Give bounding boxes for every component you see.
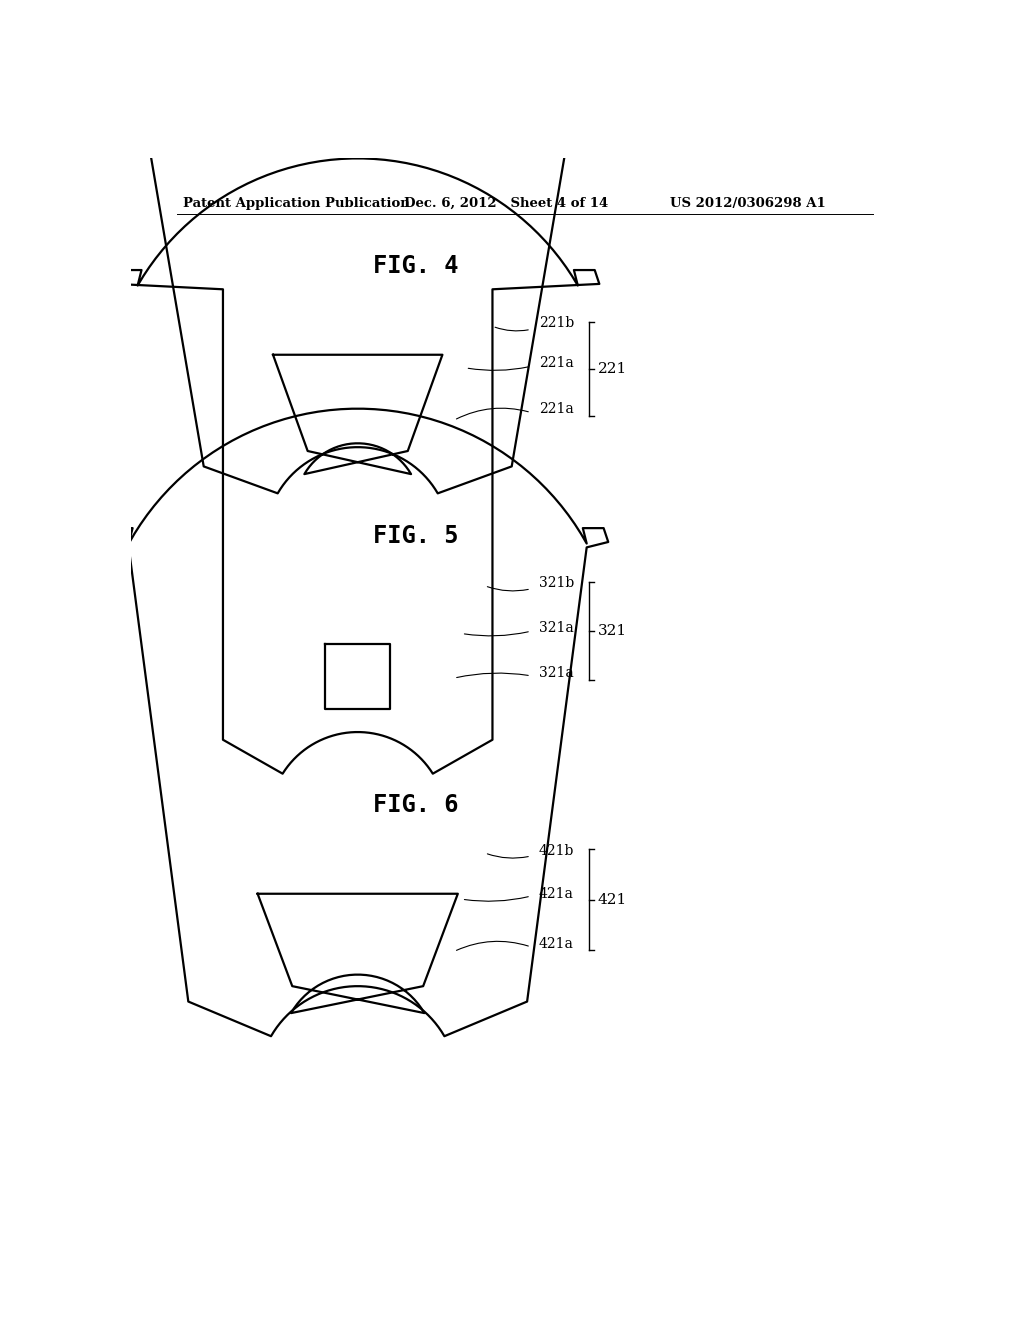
Text: 421: 421	[598, 892, 627, 907]
Text: FIG. 6: FIG. 6	[373, 793, 458, 817]
Text: US 2012/0306298 A1: US 2012/0306298 A1	[670, 197, 825, 210]
Text: 421a: 421a	[539, 887, 573, 900]
Text: FIG. 4: FIG. 4	[373, 255, 458, 279]
Text: 321: 321	[598, 624, 627, 638]
Text: Patent Application Publication: Patent Application Publication	[183, 197, 410, 210]
Text: 421a: 421a	[539, 937, 573, 950]
Text: FIG. 5: FIG. 5	[373, 524, 458, 548]
Text: 321a: 321a	[539, 665, 573, 680]
Text: 221: 221	[598, 362, 627, 376]
Text: 321b: 321b	[539, 577, 573, 590]
Text: 321a: 321a	[539, 622, 573, 635]
Text: 221a: 221a	[539, 403, 573, 416]
Text: 221a: 221a	[539, 356, 573, 370]
Text: 421b: 421b	[539, 843, 574, 858]
Text: 221b: 221b	[539, 317, 573, 330]
Text: Dec. 6, 2012   Sheet 4 of 14: Dec. 6, 2012 Sheet 4 of 14	[403, 197, 608, 210]
